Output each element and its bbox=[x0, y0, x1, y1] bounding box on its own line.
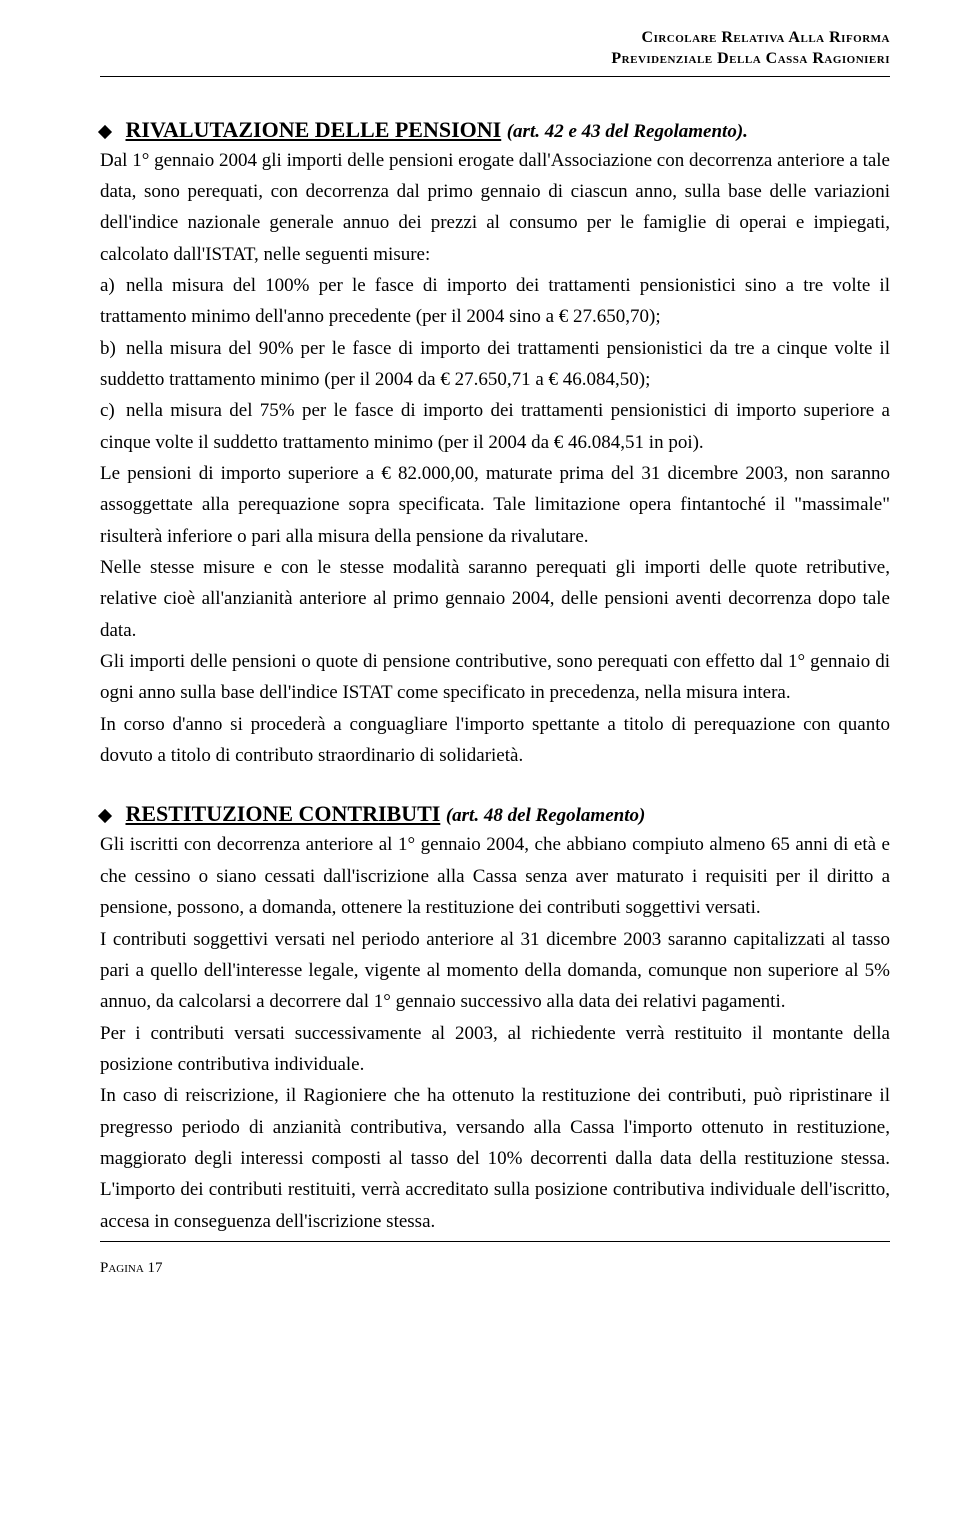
section-1-item-b: b)nella misura del 90% per le fasce di i… bbox=[100, 333, 890, 396]
section-2-paragraph-2: I contributi soggettivi versati nel peri… bbox=[100, 924, 890, 1018]
header-line-1: Circolare Relativa Alla Riforma bbox=[100, 28, 890, 49]
section-2-paragraph-3: Per i contributi versati successivamente… bbox=[100, 1018, 890, 1081]
list-label-b: b) bbox=[100, 333, 126, 364]
section-1-title-sub: (art. 42 e 43 del Regolamento). bbox=[507, 121, 748, 142]
header-line-2: Previdenziale Della Cassa Ragionieri bbox=[100, 49, 890, 70]
section-2-title-sub: (art. 48 del Regolamento) bbox=[446, 805, 645, 826]
section-1-paragraph-1: Dal 1° gennaio 2004 gli importi delle pe… bbox=[100, 145, 890, 270]
section-2-title: RESTITUZIONE CONTRIBUTI (art. 48 del Reg… bbox=[100, 801, 890, 827]
document-header: Circolare Relativa Alla Riforma Previden… bbox=[100, 28, 890, 70]
list-text-c: nella misura del 75% per le fasce di imp… bbox=[100, 400, 890, 452]
section-1-paragraph-5: In corso d'anno si procederà a conguagli… bbox=[100, 709, 890, 772]
header-rule bbox=[100, 76, 890, 77]
section-1-paragraph-4: Gli importi delle pensioni o quote di pe… bbox=[100, 646, 890, 709]
section-1-paragraph-2: Le pensioni di importo superiore a € 82.… bbox=[100, 458, 890, 552]
section-1-item-c: c)nella misura del 75% per le fasce di i… bbox=[100, 395, 890, 458]
section-1-paragraph-3: Nelle stesse misure e con le stesse moda… bbox=[100, 552, 890, 646]
diamond-bullet-icon bbox=[98, 124, 112, 138]
list-label-a: a) bbox=[100, 270, 126, 301]
list-label-c: c) bbox=[100, 395, 126, 426]
section-2-title-main: RESTITUZIONE CONTRIBUTI bbox=[126, 801, 441, 826]
section-2-paragraph-1: Gli iscritti con decorrenza anteriore al… bbox=[100, 829, 890, 923]
page-number: Pagina 17 bbox=[100, 1260, 890, 1277]
section-spacer bbox=[100, 771, 890, 801]
section-1-title: RIVALUTAZIONE DELLE PENSIONI (art. 42 e … bbox=[100, 117, 890, 143]
diamond-bullet-icon bbox=[98, 809, 112, 823]
page-container: Circolare Relativa Alla Riforma Previden… bbox=[0, 0, 960, 1514]
section-1-item-a: a)nella misura del 100% per le fasce di … bbox=[100, 270, 890, 333]
footer-rule bbox=[100, 1241, 890, 1242]
section-2-paragraph-4: In caso di reiscrizione, il Ragioniere c… bbox=[100, 1080, 890, 1237]
list-text-a: nella misura del 100% per le fasce di im… bbox=[100, 275, 890, 327]
section-1-title-main: RIVALUTAZIONE DELLE PENSIONI bbox=[126, 117, 502, 142]
list-text-b: nella misura del 90% per le fasce di imp… bbox=[100, 338, 890, 390]
